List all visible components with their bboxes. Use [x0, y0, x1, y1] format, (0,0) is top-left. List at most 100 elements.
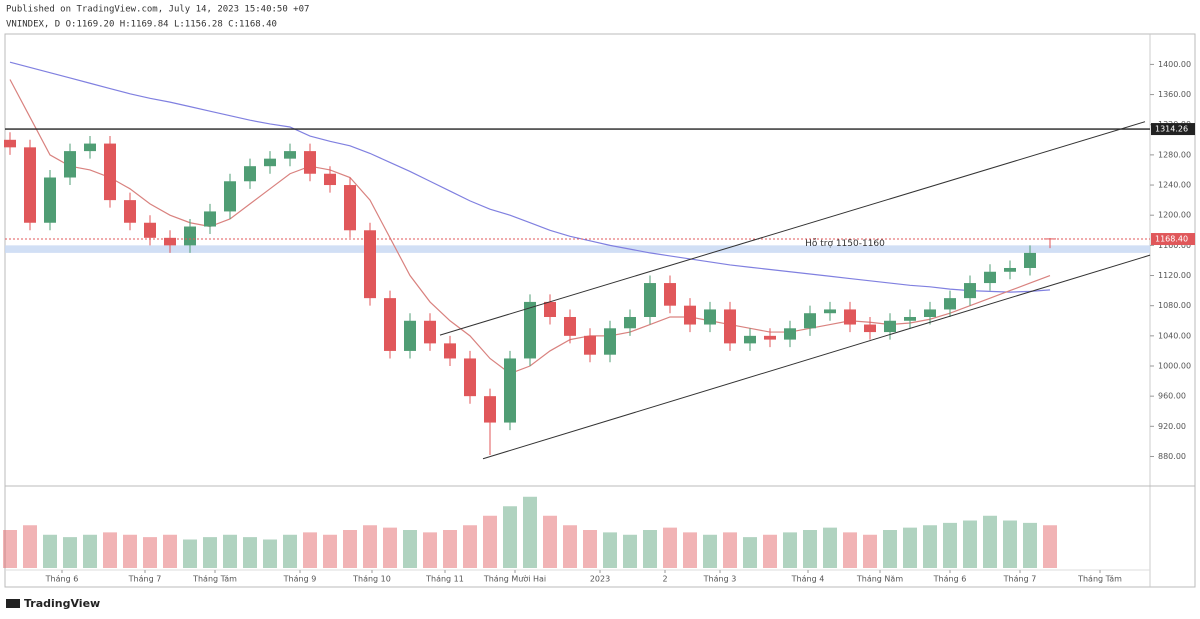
candle-body — [964, 283, 976, 299]
candle-body — [624, 316, 636, 329]
volume-bar — [123, 534, 137, 568]
candle-body — [724, 309, 736, 344]
y-tick-label: 920.00 — [1158, 422, 1186, 431]
candle-body — [224, 181, 236, 212]
volume-bar — [103, 532, 117, 568]
zone-label: Hỗ trợ 1150-1160 — [805, 238, 885, 249]
candle-body — [1024, 252, 1036, 268]
volume-bar — [303, 532, 317, 568]
candle-body — [944, 298, 956, 310]
volume-bar — [923, 525, 937, 568]
y-tick-label: 1040.00 — [1158, 331, 1191, 340]
y-tick-label: 1080.00 — [1158, 301, 1191, 310]
volume-bar — [403, 530, 417, 568]
candle-body — [884, 320, 896, 333]
volume-bar — [483, 515, 497, 568]
last-price-label: 1168.40 — [1155, 235, 1188, 244]
volume-bar — [643, 530, 657, 568]
volume-bar — [343, 530, 357, 568]
candle-body — [344, 185, 356, 231]
moving-average-line — [9, 79, 1051, 375]
candle-body — [264, 158, 276, 167]
volume-bar — [583, 530, 597, 568]
volume-bar — [163, 534, 177, 568]
candle-body — [744, 335, 756, 344]
x-tick-label: 2 — [662, 575, 667, 584]
candle-body — [684, 305, 696, 325]
candle-body — [4, 139, 16, 148]
candle-body — [204, 211, 216, 227]
candle-body — [984, 271, 996, 284]
volume-bar — [783, 532, 797, 568]
y-tick-label: 880.00 — [1158, 452, 1186, 461]
volume-bar — [423, 532, 437, 568]
candle-body — [64, 151, 76, 178]
published-note: Published on TradingView.com, July 14, 2… — [6, 5, 309, 15]
volume-bar — [843, 532, 857, 568]
candle-body — [1004, 267, 1016, 272]
candle-body — [124, 200, 136, 223]
candle-body — [604, 328, 616, 355]
candle-body — [404, 320, 416, 351]
last-price-box — [1151, 233, 1195, 246]
x-tick-label: Tháng 3 — [703, 575, 737, 584]
support-zone — [5, 245, 1150, 253]
volume-bar — [763, 534, 777, 568]
volume-bar — [963, 520, 977, 568]
candle-body — [144, 222, 156, 238]
volume-bar — [83, 534, 97, 568]
candle-body — [444, 343, 456, 359]
price-label-box — [1151, 123, 1195, 136]
candle-body — [44, 177, 56, 223]
candle-body — [304, 151, 316, 174]
volume-bar — [263, 539, 277, 568]
x-tick-label: 2023 — [590, 575, 610, 584]
candle-body — [324, 173, 336, 186]
y-tick-label: 1400.00 — [1158, 60, 1191, 69]
x-tick-label: Tháng 6 — [933, 575, 967, 584]
volume-bar — [183, 539, 197, 568]
volume-bar — [903, 527, 917, 568]
candle-body — [484, 396, 496, 423]
brand-logo: TradingView — [6, 597, 100, 610]
y-tick-label: 960.00 — [1158, 392, 1186, 401]
volume-bar — [3, 530, 17, 568]
volume-bar — [443, 530, 457, 568]
y-tick-label: 1200.00 — [1158, 211, 1191, 220]
volume-bar — [943, 522, 957, 568]
candle-body — [644, 283, 656, 317]
volume-bar — [563, 525, 577, 568]
y-tick-label: 1000.00 — [1158, 362, 1191, 371]
candle-body — [424, 320, 436, 344]
candle-body — [464, 358, 476, 397]
volume-bar — [803, 530, 817, 568]
trend-line — [439, 121, 1146, 336]
volume-bar — [203, 537, 217, 568]
x-tick-label: Tháng 7 — [1003, 575, 1037, 584]
volume-bar — [23, 525, 37, 568]
volume-bar — [663, 527, 677, 568]
price-label: 1314.26 — [1155, 125, 1188, 134]
x-tick-label: Tháng 6 — [45, 575, 79, 584]
y-tick-label: 1160.00 — [1158, 241, 1191, 250]
volume-bar — [523, 496, 537, 568]
y-tick-label: 1240.00 — [1158, 181, 1191, 190]
x-tick-label: Tháng Tám — [192, 575, 237, 584]
candle-body — [84, 143, 96, 152]
volume-bar — [1023, 522, 1037, 568]
candle-body — [864, 324, 876, 333]
x-tick-label: Tháng Mười Hai — [483, 574, 546, 584]
volume-bar — [683, 532, 697, 568]
y-tick-label: 1280.00 — [1158, 150, 1191, 159]
candle-body — [184, 226, 196, 246]
candle-body — [244, 166, 256, 182]
logo-icon — [6, 599, 20, 608]
x-tick-label: Tháng 11 — [425, 575, 464, 584]
candle-body — [924, 309, 936, 317]
volume-bar — [863, 534, 877, 568]
candle-body — [664, 283, 676, 306]
candle-body — [904, 316, 916, 321]
trend-line — [482, 254, 1151, 460]
candle-body — [384, 298, 396, 351]
